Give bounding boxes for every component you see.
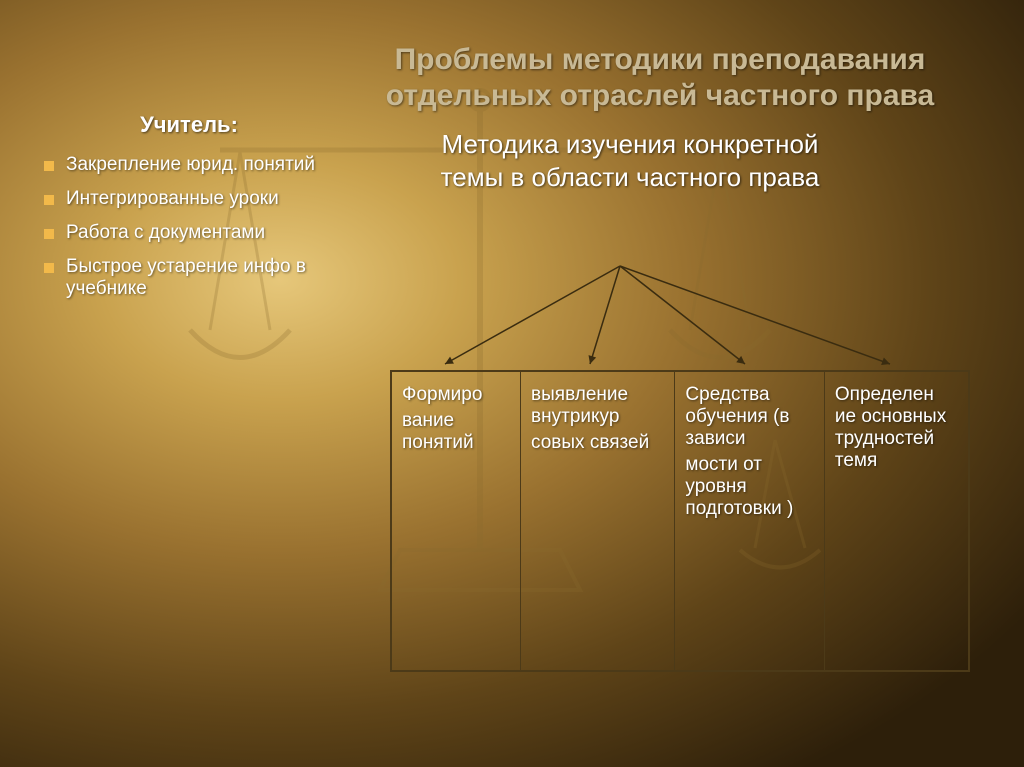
bullet-item: Интегрированные уроки [44, 188, 334, 210]
table-row: Формиро вание понятий выявление внутрику… [391, 371, 969, 671]
table-cell: Определен ие основных трудностей темя [824, 371, 969, 671]
cell-text: выявление внутрикур [531, 384, 664, 428]
methods-table: Формиро вание понятий выявление внутрику… [390, 370, 970, 672]
table-cell: выявление внутрикур совых связей [521, 371, 675, 671]
table-cell: Средства обучения (в зависи мости от уро… [675, 371, 824, 671]
cell-text: мости от уровня подготовки ) [685, 454, 813, 520]
cell-text: совых связей [531, 432, 664, 454]
bullet-item: Быстрое устарение инфо в учебнике [44, 256, 334, 300]
diagram-heading: Методика изучения конкретной темы в обла… [420, 128, 840, 193]
cell-text: Определен ие основных трудностей темя [835, 384, 958, 472]
cell-text: Формиро [402, 384, 510, 406]
bullet-item: Работа с документами [44, 222, 334, 244]
bullet-list: Закрепление юрид. понятий Интегрированны… [44, 154, 334, 300]
cell-text: вание понятий [402, 410, 510, 454]
table-cell: Формиро вание понятий [391, 371, 521, 671]
slide-title: Проблемы методики преподавания отдельных… [320, 42, 1000, 114]
cell-text: Средства обучения (в зависи [685, 384, 813, 450]
connector-arrows [390, 266, 970, 376]
left-column: Учитель: Закрепление юрид. понятий Интег… [44, 112, 334, 312]
left-heading: Учитель: [44, 112, 334, 138]
bullet-item: Закрепление юрид. понятий [44, 154, 334, 176]
